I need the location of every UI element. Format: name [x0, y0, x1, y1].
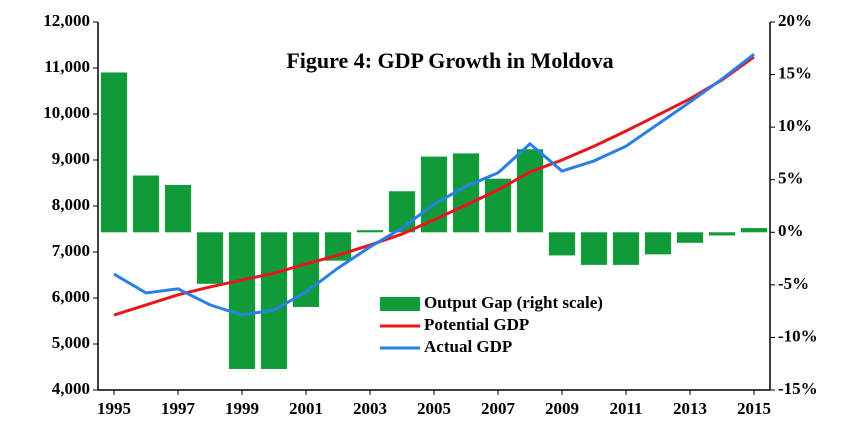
- y-tick-label: 8,000: [52, 195, 90, 214]
- y2-tick-label: 15%: [778, 63, 812, 82]
- bar: [132, 175, 160, 233]
- y2-tick-label: 0%: [778, 221, 804, 240]
- bar: [164, 184, 192, 233]
- y2-tick-label: 20%: [778, 11, 812, 30]
- y2-tick-label: 5%: [778, 169, 804, 188]
- bar: [548, 232, 576, 256]
- x-tick-label: 1999: [225, 399, 259, 418]
- legend-label: Output Gap (right scale): [424, 293, 603, 312]
- x-tick-label: 2009: [545, 399, 579, 418]
- bar: [388, 191, 416, 233]
- bar: [260, 232, 288, 369]
- bar: [100, 72, 128, 233]
- bar: [516, 149, 544, 233]
- x-tick-label: 2005: [417, 399, 451, 418]
- bar: [580, 232, 608, 265]
- legend-label: Actual GDP: [424, 337, 512, 356]
- y-tick-label: 4,000: [52, 379, 90, 398]
- bar: [196, 232, 224, 284]
- bar: [452, 153, 480, 233]
- y-tick-label: 5,000: [52, 333, 90, 352]
- y2-tick-label: 10%: [778, 116, 812, 135]
- y-tick-label: 6,000: [52, 287, 90, 306]
- bar: [484, 178, 512, 233]
- x-tick-label: 2007: [481, 399, 516, 418]
- y-tick-label: 7,000: [52, 241, 90, 260]
- bar: [292, 232, 320, 307]
- x-tick-label: 2003: [353, 399, 387, 418]
- bar: [644, 232, 672, 255]
- y-tick-label: 10,000: [43, 103, 90, 122]
- bar: [676, 232, 704, 243]
- line: [113, 53, 755, 317]
- y-tick-label: 11,000: [44, 57, 90, 76]
- y-tick-label: 12,000: [43, 11, 90, 30]
- legend-label: Potential GDP: [424, 315, 529, 334]
- chart-title: Figure 4: GDP Growth in Moldova: [286, 48, 613, 73]
- bar: [228, 232, 256, 369]
- bar: [612, 232, 640, 265]
- y2-tick-label: -10%: [778, 326, 818, 345]
- bar: [708, 232, 736, 236]
- y2-tick-label: -15%: [778, 379, 818, 398]
- bar: [740, 228, 768, 233]
- y-tick-label: 9,000: [52, 149, 90, 168]
- bar: [356, 230, 384, 233]
- y2-tick-label: -5%: [778, 274, 809, 293]
- x-tick-label: 2015: [737, 399, 771, 418]
- legend-swatch: [380, 297, 420, 311]
- x-tick-label: 2001: [289, 399, 323, 418]
- x-tick-label: 2011: [609, 399, 642, 418]
- x-tick-label: 2013: [673, 399, 707, 418]
- x-tick-label: 1995: [97, 399, 131, 418]
- x-tick-label: 1997: [161, 399, 196, 418]
- line: [113, 55, 755, 317]
